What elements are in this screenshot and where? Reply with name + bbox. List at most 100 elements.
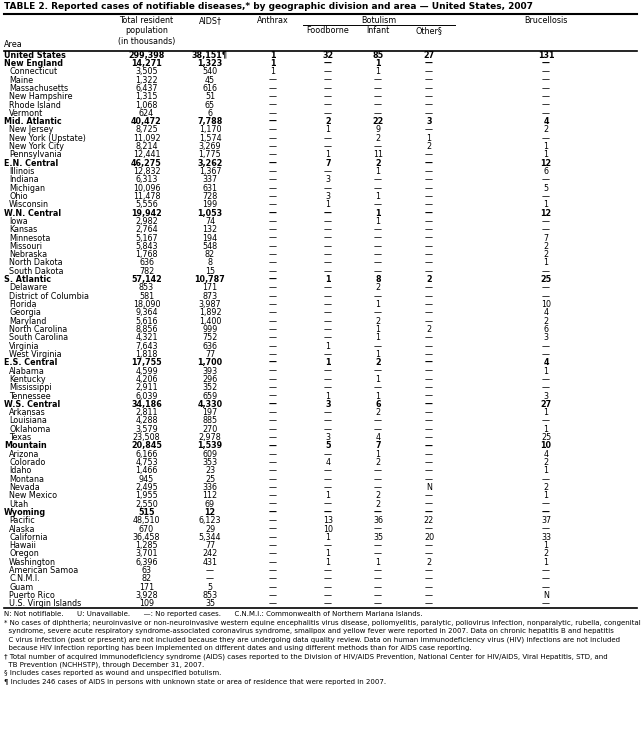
Text: Washington: Washington: [9, 558, 56, 567]
Text: —: —: [269, 283, 276, 292]
Text: 12,832: 12,832: [133, 167, 160, 176]
Text: New Mexico: New Mexico: [9, 492, 57, 500]
Text: —: —: [269, 334, 276, 342]
Text: Vermont: Vermont: [9, 108, 43, 118]
Text: —: —: [324, 184, 332, 193]
Text: 1: 1: [376, 67, 381, 76]
Text: 873: 873: [203, 292, 217, 301]
Text: New York (Upstate): New York (Upstate): [9, 134, 86, 142]
Text: 1: 1: [544, 466, 549, 475]
Text: § Includes cases reported as wound and unspecified botulism.: § Includes cases reported as wound and u…: [4, 671, 221, 677]
Text: —: —: [324, 67, 332, 76]
Text: 112: 112: [203, 492, 217, 500]
Text: 2: 2: [426, 142, 431, 151]
Text: —: —: [324, 425, 332, 434]
Text: 27: 27: [540, 400, 551, 409]
Text: —: —: [425, 167, 433, 176]
Text: 11,092: 11,092: [133, 134, 160, 142]
Text: Mississippi: Mississippi: [9, 383, 52, 392]
Text: 48,510: 48,510: [133, 516, 160, 525]
Text: Indiana: Indiana: [9, 176, 38, 184]
Text: 37: 37: [541, 516, 551, 525]
Text: 2: 2: [375, 358, 381, 368]
Text: —: —: [374, 258, 382, 267]
Text: 3: 3: [326, 192, 331, 201]
Text: Ohio: Ohio: [9, 192, 28, 201]
Text: 34,186: 34,186: [131, 400, 162, 409]
Text: Florida: Florida: [9, 300, 37, 309]
Text: 8,214: 8,214: [135, 142, 158, 151]
Text: 1: 1: [376, 300, 381, 309]
Text: —: —: [324, 134, 332, 142]
Text: —: —: [542, 108, 550, 118]
Text: —: —: [425, 500, 433, 508]
Text: 242: 242: [203, 550, 218, 559]
Text: —: —: [269, 375, 276, 384]
Text: —: —: [374, 108, 382, 118]
Text: —: —: [269, 308, 276, 317]
Text: 36,458: 36,458: [133, 533, 160, 542]
Text: —: —: [269, 550, 276, 559]
Text: 131: 131: [538, 51, 554, 60]
Text: —: —: [269, 200, 276, 210]
Text: —: —: [374, 242, 382, 251]
Text: 23: 23: [205, 466, 215, 475]
Text: C virus infection (past or present) are not included because they are undergoing: C virus infection (past or present) are …: [4, 636, 620, 643]
Text: 57,142: 57,142: [131, 275, 162, 284]
Text: 6: 6: [208, 108, 213, 118]
Text: —: —: [269, 558, 276, 567]
Text: 853: 853: [203, 591, 217, 600]
Text: syndrome, severe acute respiratory syndrome-associated coronavirus syndrome, sma: syndrome, severe acute respiratory syndr…: [4, 628, 614, 634]
Text: —: —: [425, 300, 433, 309]
Text: —: —: [269, 75, 276, 85]
Text: 7: 7: [544, 233, 549, 243]
Text: 13: 13: [323, 516, 333, 525]
Text: —: —: [324, 308, 332, 317]
Text: Foodborne: Foodborne: [306, 26, 349, 35]
Text: —: —: [425, 209, 433, 218]
Text: —: —: [374, 308, 382, 317]
Text: —: —: [425, 583, 433, 592]
Text: N: N: [543, 591, 549, 600]
Text: 82: 82: [205, 250, 215, 259]
Text: —: —: [374, 367, 382, 376]
Text: Brucellosis: Brucellosis: [524, 16, 568, 25]
Text: 1: 1: [376, 391, 381, 401]
Text: 3: 3: [326, 433, 331, 442]
Text: —: —: [206, 566, 214, 575]
Text: Oregon: Oregon: [9, 550, 38, 559]
Text: Missouri: Missouri: [9, 242, 42, 251]
Text: —: —: [324, 283, 332, 292]
Text: —: —: [324, 225, 332, 234]
Text: —: —: [374, 225, 382, 234]
Text: Nevada: Nevada: [9, 483, 40, 492]
Text: W.N. Central: W.N. Central: [4, 209, 61, 218]
Text: 1: 1: [544, 541, 549, 550]
Text: —: —: [324, 167, 332, 176]
Text: —: —: [425, 550, 433, 559]
Text: 1,700: 1,700: [197, 358, 222, 368]
Text: 10: 10: [541, 300, 551, 309]
Text: 1: 1: [325, 275, 331, 284]
Text: W.S. Central: W.S. Central: [4, 400, 60, 409]
Text: 945: 945: [139, 475, 154, 483]
Text: —: —: [269, 533, 276, 542]
Text: 1,466: 1,466: [135, 466, 158, 475]
Text: 40,472: 40,472: [131, 117, 162, 126]
Text: 7,788: 7,788: [197, 117, 222, 126]
Text: N: Not notifiable.      U: Unavailable.      —: No reported cases.      C.N.M.I.: N: Not notifiable. U: Unavailable. —: No…: [4, 611, 422, 617]
Text: Botulism: Botulism: [362, 16, 397, 25]
Text: —: —: [269, 492, 276, 500]
Text: 4,599: 4,599: [135, 367, 158, 376]
Text: —: —: [542, 75, 550, 85]
Text: —: —: [269, 383, 276, 392]
Text: —: —: [324, 367, 332, 376]
Text: 2,550: 2,550: [135, 500, 158, 508]
Text: —: —: [324, 250, 332, 259]
Text: —: —: [324, 475, 332, 483]
Text: 3,579: 3,579: [135, 425, 158, 434]
Text: —: —: [542, 375, 550, 384]
Text: —: —: [374, 84, 382, 93]
Text: 2: 2: [544, 550, 549, 559]
Text: 336: 336: [203, 483, 217, 492]
